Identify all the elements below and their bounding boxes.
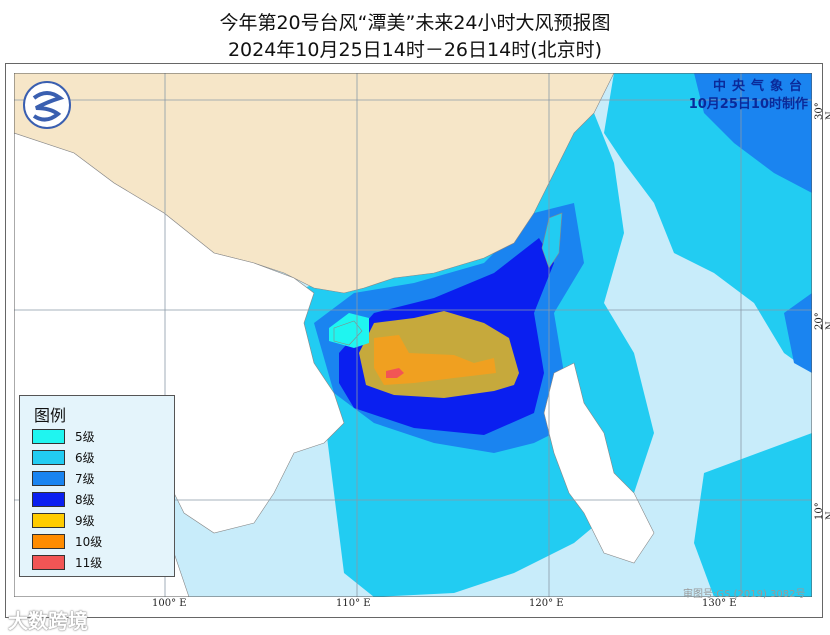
legend-swatch [32,513,65,528]
hainan-island [333,320,363,346]
issue-time: 10月25日10时制作 [688,97,808,112]
taiwan-island [541,212,563,269]
philippines-land [543,362,655,564]
lon-label: 130° E [702,598,737,609]
legend-swatch [32,492,65,507]
legend-label: 7级 [75,472,95,486]
legend-swatch [32,450,65,465]
graticule [14,73,812,597]
wind-zone-7-southeast [784,293,812,373]
review-number: 审图号:GS (2019) 3082号 [683,589,806,600]
legend-label: 9级 [75,514,95,528]
legend-label: 8级 [75,493,95,507]
wind-zone-10 [374,335,496,385]
wind-zone-7-east [694,73,812,193]
legend-title: 图例 [34,406,67,425]
lon-label: 100° E [152,598,187,609]
legend-label: 11级 [75,556,103,570]
map-frame [5,63,823,618]
legend-swatch [32,555,65,570]
wind-zone-6-southeast [694,433,812,597]
agency-name: 中央气象台 [712,79,808,94]
map-title: 今年第20号台风“潭美”未来24小时大风预报图 [219,12,611,34]
legend-swatch [32,429,65,444]
legend: 图例 5级 6级 7级 8级 9级 10级 11级 [19,395,175,577]
lon-label: 110° E [336,598,371,609]
cma-logo-icon [23,81,71,129]
lat-label: 30° N [814,102,830,120]
agency-block: 中央气象台 10月25日10时制作 [689,78,808,114]
legend-swatch [32,471,65,486]
legend-label: 5级 [75,430,95,444]
legend-swatch [32,534,65,549]
lon-label: 120° E [529,598,564,609]
legend-label: 10级 [75,535,103,549]
lat-label: 10° N [814,502,830,520]
lat-label: 20° N [814,312,830,330]
legend-label: 6级 [75,451,95,465]
watermark: 大数跨境 [8,609,88,633]
map-subtitle: 2024年10月25日14时－26日14时(北京时) [227,39,603,61]
wind-zone-11 [386,368,404,378]
